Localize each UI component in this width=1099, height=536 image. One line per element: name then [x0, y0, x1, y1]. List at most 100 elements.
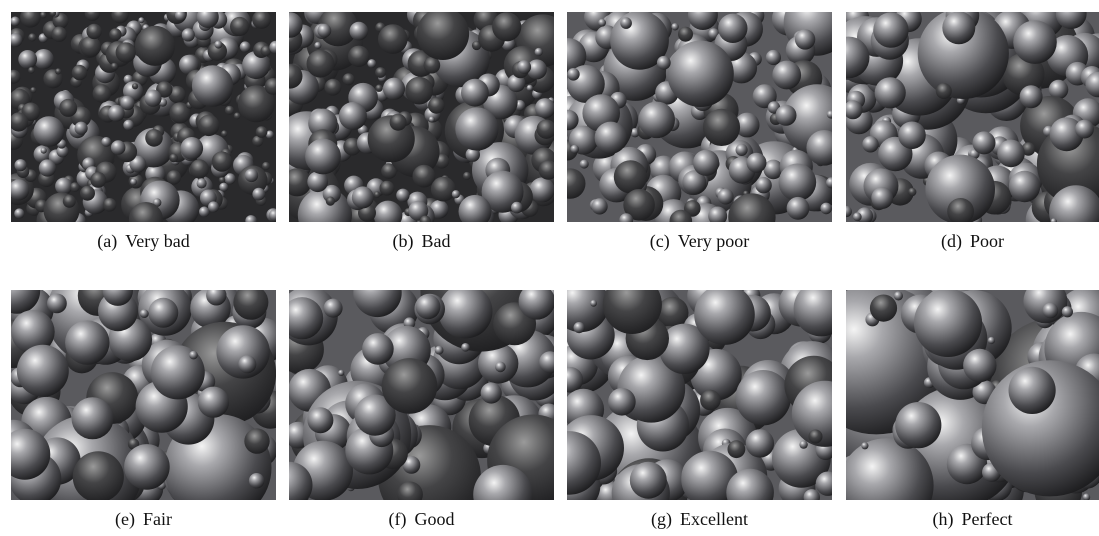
bubble [1013, 20, 1057, 64]
bubble [103, 276, 133, 306]
bubble [375, 67, 386, 78]
bubble [233, 285, 268, 320]
panel-image [266, 230, 579, 528]
bubble [638, 102, 675, 139]
bubble [70, 182, 80, 192]
bubble [51, 27, 66, 42]
panel-caption: (c)Very poor [650, 231, 749, 252]
bubble [614, 160, 647, 193]
panel-image [828, 0, 1099, 243]
bubble [111, 140, 126, 155]
bubble [841, 206, 852, 217]
bubble [192, 65, 233, 106]
bubble [65, 320, 109, 364]
bubble [619, 213, 633, 227]
bubble [175, 10, 186, 21]
bubble [495, 362, 506, 373]
bubble [283, 168, 311, 196]
bubble [252, 188, 265, 201]
panel-image [550, 0, 852, 241]
panel-caption: (f)Good [389, 509, 455, 530]
bubble [20, 7, 41, 28]
bubble [826, 177, 837, 188]
bubble [481, 382, 502, 403]
bubble [535, 98, 555, 118]
bubble [80, 186, 95, 201]
bubble [413, 165, 436, 188]
bubble [809, 430, 823, 444]
bubble [397, 482, 423, 508]
bubble [85, 6, 100, 21]
bubble [795, 29, 815, 49]
panel-caption: (e)Fair [115, 509, 172, 530]
bubble [244, 428, 269, 453]
bubble [374, 201, 403, 230]
bubble [40, 12, 47, 19]
bubble [17, 345, 69, 397]
bubble [382, 358, 438, 414]
bubble [787, 197, 810, 220]
bubble [339, 102, 367, 130]
bubble [132, 83, 138, 89]
bubble [317, 24, 331, 38]
bubble [574, 322, 585, 333]
bubble [1023, 279, 1067, 323]
bubble [396, 189, 409, 202]
bubble [511, 202, 523, 214]
bubble [225, 106, 234, 115]
bubble [908, 188, 916, 196]
bubble [93, 84, 111, 102]
bubble [189, 351, 198, 360]
bubble [772, 61, 801, 90]
bubble [9, 112, 28, 131]
bubble [208, 201, 219, 212]
bubble [28, 67, 35, 74]
bubble [895, 402, 941, 448]
bubble [325, 79, 342, 96]
caption-label: Fair [143, 509, 172, 529]
panel-image [802, 279, 1099, 532]
bubble [72, 65, 87, 80]
bubble [278, 64, 303, 89]
bubble [1020, 85, 1043, 108]
bubble [898, 122, 926, 150]
bubble [383, 78, 405, 100]
bubble [326, 197, 335, 206]
bubble [936, 83, 952, 99]
bubble [997, 140, 1025, 168]
bubble [219, 177, 226, 184]
bubble [135, 26, 175, 66]
bubble [779, 164, 817, 202]
bubble [9, 33, 23, 47]
bubble [873, 12, 908, 47]
caption-tag: (b) [393, 231, 414, 252]
bubble [140, 309, 149, 318]
bubble [59, 99, 77, 117]
bubble [416, 294, 441, 319]
bubble [870, 295, 897, 322]
bubble [671, 23, 678, 30]
bubble [420, 216, 431, 227]
bubble [348, 46, 369, 67]
bubble [688, 0, 718, 30]
bubble [405, 77, 433, 105]
bubble [630, 462, 667, 499]
bubble [169, 154, 178, 163]
bubble [794, 281, 849, 336]
bubble [820, 203, 832, 215]
bubble [1043, 303, 1059, 319]
bubble [367, 59, 376, 68]
caption-label: Perfect [962, 509, 1013, 529]
bubble [728, 440, 746, 458]
bubble [558, 110, 578, 130]
bubble [307, 171, 328, 192]
bubble [265, 78, 282, 95]
bubble [240, 41, 251, 52]
bubble [234, 113, 241, 120]
bubble [942, 11, 975, 44]
bubble [804, 489, 820, 505]
bubble [947, 198, 974, 225]
bubble [417, 8, 469, 60]
bubble [0, 429, 50, 480]
bubble [827, 110, 835, 118]
